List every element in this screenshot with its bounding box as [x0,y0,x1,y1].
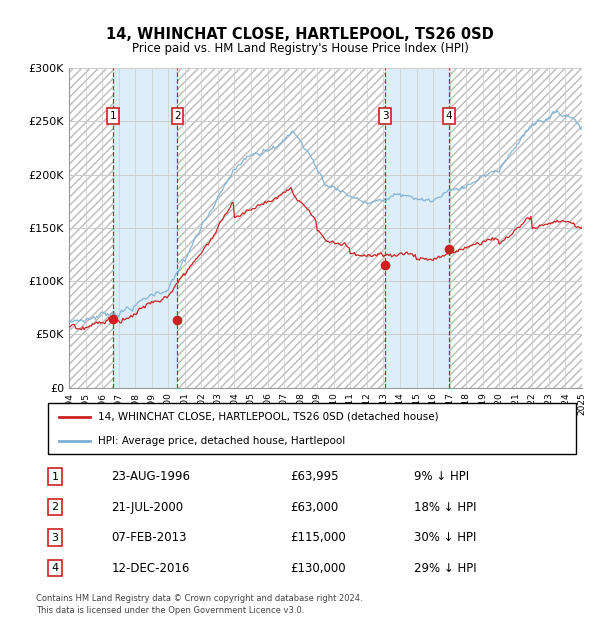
Text: Price paid vs. HM Land Registry's House Price Index (HPI): Price paid vs. HM Land Registry's House … [131,42,469,55]
Text: 30% ↓ HPI: 30% ↓ HPI [414,531,476,544]
Text: 9% ↓ HPI: 9% ↓ HPI [414,470,469,483]
Text: 14, WHINCHAT CLOSE, HARTLEPOOL, TS26 0SD: 14, WHINCHAT CLOSE, HARTLEPOOL, TS26 0SD [106,27,494,42]
Text: Contains HM Land Registry data © Crown copyright and database right 2024.
This d: Contains HM Land Registry data © Crown c… [36,594,362,615]
Text: HPI: Average price, detached house, Hartlepool: HPI: Average price, detached house, Hart… [98,436,346,446]
Bar [449,68,582,388]
Text: 1: 1 [52,472,58,482]
Text: 21-JUL-2000: 21-JUL-2000 [112,500,184,513]
Text: 07-FEB-2013: 07-FEB-2013 [112,531,187,544]
Text: 23-AUG-1996: 23-AUG-1996 [112,470,191,483]
Text: £63,000: £63,000 [290,500,338,513]
Text: 12-DEC-2016: 12-DEC-2016 [112,562,190,575]
Text: 4: 4 [445,111,452,121]
Bar [113,68,178,388]
Text: 2: 2 [52,502,58,512]
Text: 3: 3 [52,533,58,542]
Text: 1: 1 [109,111,116,121]
Text: 14, WHINCHAT CLOSE, HARTLEPOOL, TS26 0SD (detached house): 14, WHINCHAT CLOSE, HARTLEPOOL, TS26 0SD… [98,412,439,422]
FancyBboxPatch shape [48,403,576,454]
Bar [178,68,385,388]
Text: 4: 4 [52,563,58,573]
Text: 2: 2 [174,111,181,121]
Text: 29% ↓ HPI: 29% ↓ HPI [414,562,476,575]
Text: £115,000: £115,000 [290,531,346,544]
Bar [385,68,449,388]
Text: 18% ↓ HPI: 18% ↓ HPI [414,500,476,513]
Text: 3: 3 [382,111,388,121]
Text: £130,000: £130,000 [290,562,346,575]
Bar [69,68,113,388]
Text: £63,995: £63,995 [290,470,338,483]
